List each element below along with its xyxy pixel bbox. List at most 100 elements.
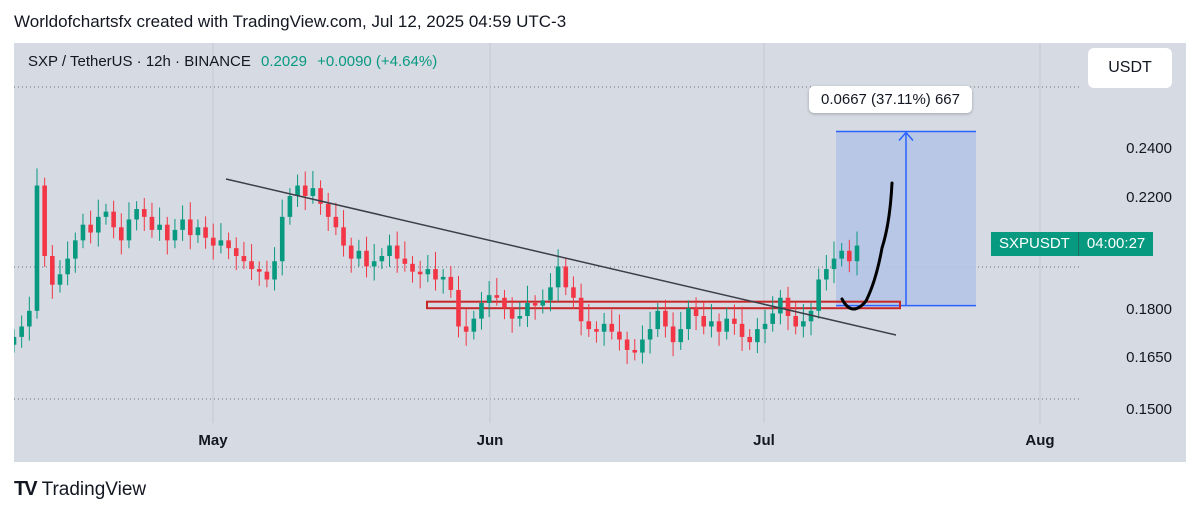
candle-body-38 [302,185,308,196]
measure-arrow-head [898,131,914,142]
candle-body-52 [410,263,415,272]
candle-body-32 [256,269,262,272]
candle-body-50 [394,245,400,259]
candle-body-23 [187,219,193,236]
candle-body-53 [417,271,423,275]
time-tick-jul: Jul [753,432,775,449]
time-tick-jun: Jun [476,432,504,449]
candle-body-27 [218,240,224,246]
candle-body-67 [525,302,530,317]
candle-body-96 [747,336,753,343]
candle-body-7 [65,258,70,275]
support-zone [426,300,901,310]
ticker-symbol: SXPUSDT [991,232,1078,256]
candle-body-87 [678,329,684,343]
candle-body-8 [73,240,78,259]
candle-body-77 [601,323,607,332]
candle-body-65 [509,308,515,319]
candle-body-74 [578,297,584,322]
candle-body-105 [816,279,821,311]
candle-body-9 [80,224,86,241]
last-price: 0.2029 [261,53,307,70]
candle-body-47 [371,261,377,267]
candle-body-43 [341,227,346,246]
currency-button[interactable]: USDT [1088,48,1172,88]
candle-body-24 [195,227,201,236]
candle-body-68 [532,302,538,306]
candle-body-64 [502,297,507,309]
chart-header: Worldofchartsfx created with TradingView… [14,12,567,31]
price-chart[interactable] [14,43,1186,462]
candle-body-59 [463,326,469,332]
candle-body-41 [325,203,331,217]
candle-body-26 [210,237,216,246]
candle-body-42 [333,216,339,228]
candle-body-19 [157,224,162,230]
candle-body-45 [356,250,362,259]
candle-body-40 [318,188,323,204]
candle-body-29 [233,248,239,257]
candle-body-3 [34,185,40,311]
candle-body-94 [732,318,737,324]
candle-body-62 [486,295,492,303]
candle-body-60 [471,318,477,332]
candle-body-55 [433,269,438,280]
candle-body-70 [548,287,553,301]
candle-body-61 [479,302,484,319]
candle-body-106 [824,269,829,280]
candle-body-54 [425,269,431,275]
candle-body-72 [563,266,569,288]
candle-body-20 [164,224,170,241]
time-tick-may: May [198,432,228,449]
candle-body-21 [172,229,178,241]
candle-body-81 [632,349,638,353]
candle-body-88 [686,308,691,330]
candle-body-76 [594,329,599,332]
candle-body-58 [456,289,461,327]
footer-brand: TradingView [41,478,147,500]
candle-body-5 [50,256,55,285]
candle-body-18 [149,216,155,230]
candle-body-12 [103,211,109,217]
candle-body-35 [279,216,285,262]
candle-body-22 [180,219,185,230]
candle-body-93 [724,318,730,332]
price-tick-3: 0.1650 [1126,349,1172,366]
candle-body-82 [640,339,645,353]
candle-body-66 [517,316,523,319]
candle-body-63 [494,295,500,298]
trendline [225,178,897,336]
candle-body-85 [663,310,668,327]
candle-body-91 [709,321,714,327]
candle-body-0 [14,336,17,345]
price-tick-1: 0.2200 [1126,189,1172,206]
candle-body-39 [310,188,316,196]
candle-body-4 [42,185,47,257]
symbol-title: SXP / TetherUS · 12h · BINANCE [28,53,251,70]
candle-body-90 [701,316,707,327]
candle-body-57 [448,276,454,290]
candle-body-16 [134,209,139,220]
candle-body-92 [716,321,722,332]
candle-body-104 [808,310,814,322]
tradingview-logo-icon: TV [14,478,38,500]
candle-body-6 [57,274,63,285]
candle-body-15 [126,219,132,241]
candle-body-79 [617,331,622,340]
candle-body-103 [801,321,806,327]
candle-body-30 [241,256,247,262]
candle-body-31 [249,261,254,270]
price-change: +0.0090 (+4.64%) [317,53,438,70]
candle-body-10 [88,224,93,233]
candle-body-1 [19,326,24,337]
price-tick-2: 0.1800 [1126,301,1172,318]
candle-body-36 [287,195,293,217]
candle-body-34 [272,261,277,280]
candle-body-109 [847,250,852,262]
chart-area[interactable]: SXP / TetherUS · 12h · BINANCE 0.2029 +0… [14,43,1186,462]
candle-body-101 [785,297,791,317]
candle-body-71 [555,266,561,288]
candle-body-2 [27,310,32,327]
candle-body-86 [670,326,676,343]
candle-body-13 [111,211,116,228]
